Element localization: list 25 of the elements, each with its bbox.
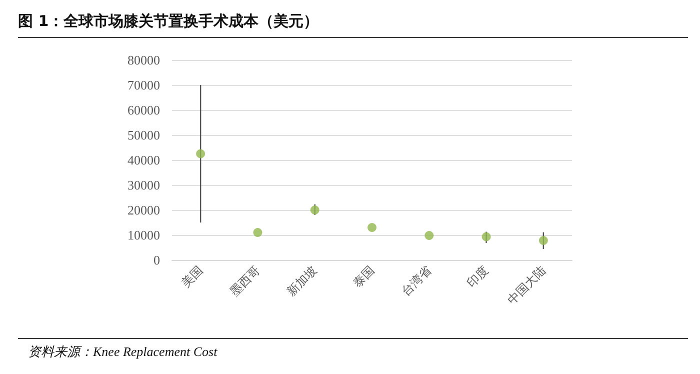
point bbox=[196, 149, 206, 158]
y-tick-label: 0 bbox=[154, 252, 160, 268]
y-tick-label: 40000 bbox=[128, 152, 160, 168]
x-tick-label: 泰国 bbox=[350, 263, 377, 290]
point bbox=[538, 236, 548, 245]
x-tick-label: 中国大陆 bbox=[504, 263, 548, 307]
x-tick-label: 美国 bbox=[178, 263, 206, 290]
x-tick-label: 墨西哥 bbox=[227, 263, 263, 298]
chart-title: 图 1：全球市场膝关节置换手术成本（美元） bbox=[18, 12, 319, 31]
point bbox=[482, 232, 491, 242]
y-tick-label: 30000 bbox=[128, 178, 160, 192]
x-tick-label: 台湾省 bbox=[398, 263, 434, 298]
y-tick-label: 80000 bbox=[128, 52, 160, 68]
y-tick-label: 20000 bbox=[128, 202, 160, 218]
y-tick-label: 10000 bbox=[128, 228, 160, 242]
point bbox=[310, 206, 320, 214]
y-tick-label: 70000 bbox=[128, 78, 160, 92]
y-tick-label: 50000 bbox=[128, 128, 160, 142]
point bbox=[253, 228, 262, 237]
x-tick-label: 新加坡 bbox=[284, 263, 320, 298]
x-tick-label: 印度 bbox=[464, 263, 492, 290]
text: 资料来源：Knee Replacement Cost bbox=[28, 343, 218, 361]
point bbox=[424, 231, 434, 240]
y-tick-label: 60000 bbox=[128, 102, 160, 118]
point bbox=[368, 223, 376, 232]
